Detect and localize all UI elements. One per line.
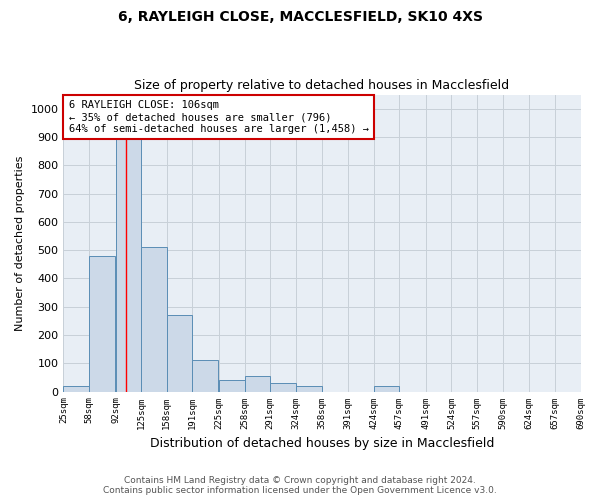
Bar	[296, 386, 322, 392]
Bar	[167, 315, 193, 392]
Y-axis label: Number of detached properties: Number of detached properties	[15, 156, 25, 330]
Bar	[141, 248, 167, 392]
Bar	[193, 360, 218, 392]
Bar	[374, 386, 400, 392]
Bar	[245, 376, 270, 392]
Bar	[89, 256, 115, 392]
Bar	[116, 123, 141, 392]
Title: Size of property relative to detached houses in Macclesfield: Size of property relative to detached ho…	[134, 79, 509, 92]
Text: 6 RAYLEIGH CLOSE: 106sqm
← 35% of detached houses are smaller (796)
64% of semi-: 6 RAYLEIGH CLOSE: 106sqm ← 35% of detach…	[68, 100, 368, 134]
Bar	[219, 380, 245, 392]
Bar	[270, 383, 296, 392]
Text: Contains HM Land Registry data © Crown copyright and database right 2024.
Contai: Contains HM Land Registry data © Crown c…	[103, 476, 497, 495]
Text: 6, RAYLEIGH CLOSE, MACCLESFIELD, SK10 4XS: 6, RAYLEIGH CLOSE, MACCLESFIELD, SK10 4X…	[118, 10, 482, 24]
Bar	[64, 386, 89, 392]
X-axis label: Distribution of detached houses by size in Macclesfield: Distribution of detached houses by size …	[150, 437, 494, 450]
